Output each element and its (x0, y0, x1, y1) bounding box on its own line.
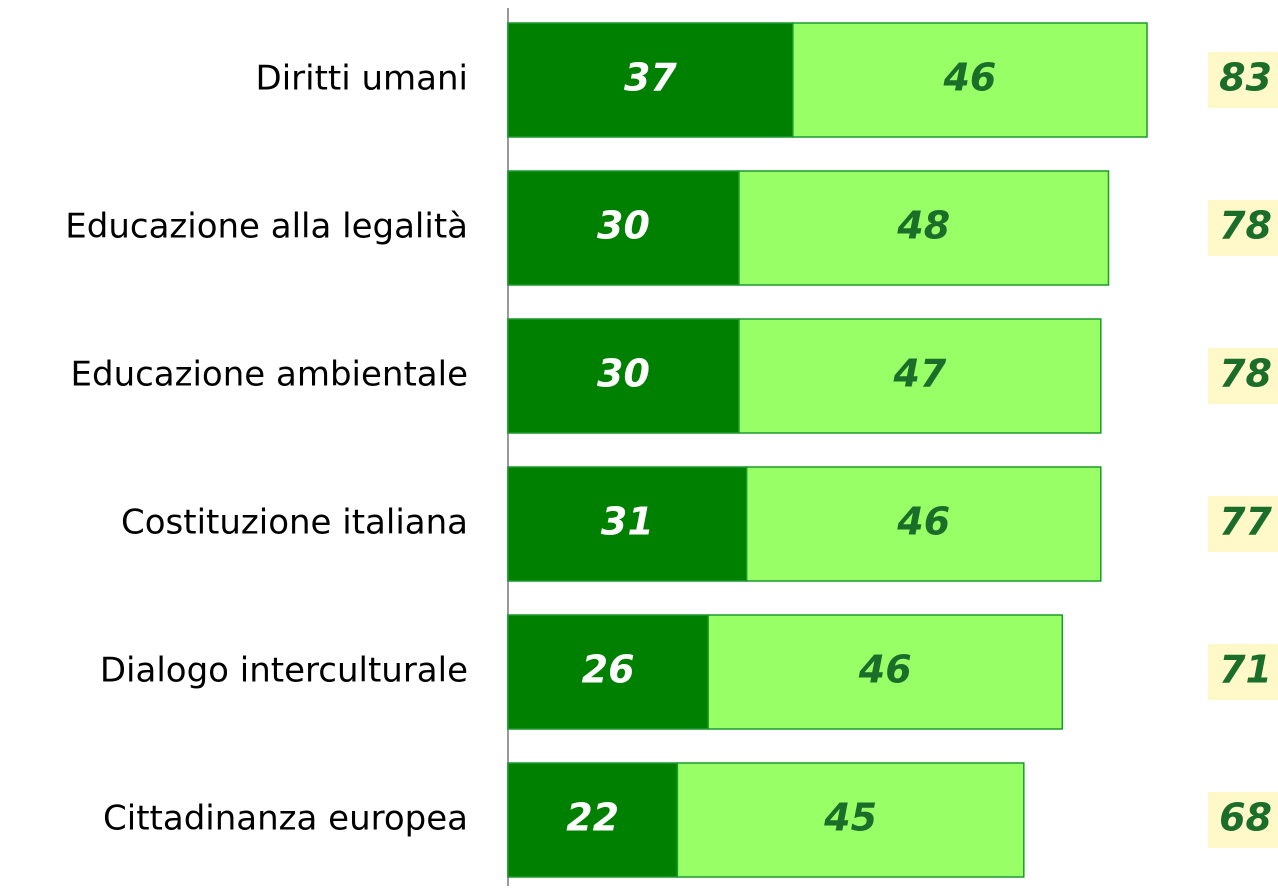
bar-segment (707, 614, 1064, 730)
data-label: 45 (823, 796, 877, 840)
data-label: 30 (597, 204, 650, 248)
total-box (1208, 348, 1278, 404)
total-label: 83 (1219, 56, 1272, 100)
category-label: Costituzione italiana (121, 503, 468, 543)
bar-segment (676, 762, 1025, 878)
bar-segment (507, 318, 740, 434)
data-label: 46 (896, 500, 950, 544)
category-label: Diritti umani (256, 59, 468, 99)
data-label: 46 (942, 56, 996, 100)
bar-segment (792, 22, 1148, 138)
category-label: Educazione alla legalità (65, 207, 468, 247)
total-box (1208, 644, 1278, 700)
total-box (1208, 792, 1278, 848)
bar-segment (507, 170, 740, 286)
total-box (1208, 52, 1278, 108)
bar-segment (507, 22, 794, 138)
category-label: Cittadinanza europea (103, 799, 468, 839)
data-label: 46 (858, 648, 912, 692)
data-label: 30 (597, 352, 650, 396)
total-label: 68 (1219, 796, 1272, 840)
bar-segment (738, 318, 1102, 434)
data-label: 37 (624, 56, 677, 100)
data-label: 22 (566, 796, 619, 840)
total-label: 71 (1219, 648, 1272, 692)
total-box (1208, 496, 1278, 552)
data-label: 47 (892, 352, 946, 396)
total-label: 78 (1219, 352, 1272, 396)
bar-segment (507, 614, 709, 730)
total-label: 77 (1219, 500, 1272, 544)
data-label: 26 (582, 648, 635, 692)
total-box (1208, 200, 1278, 256)
bar-segment (745, 466, 1102, 582)
bar-segment (507, 466, 748, 582)
data-label: 31 (601, 500, 654, 544)
bar-segment (507, 762, 679, 878)
category-label: Dialogo interculturale (100, 651, 468, 691)
data-label: 48 (896, 204, 950, 248)
bar-segment (738, 170, 1110, 286)
category-label: Educazione ambientale (71, 355, 469, 395)
total-label: 78 (1219, 204, 1272, 248)
